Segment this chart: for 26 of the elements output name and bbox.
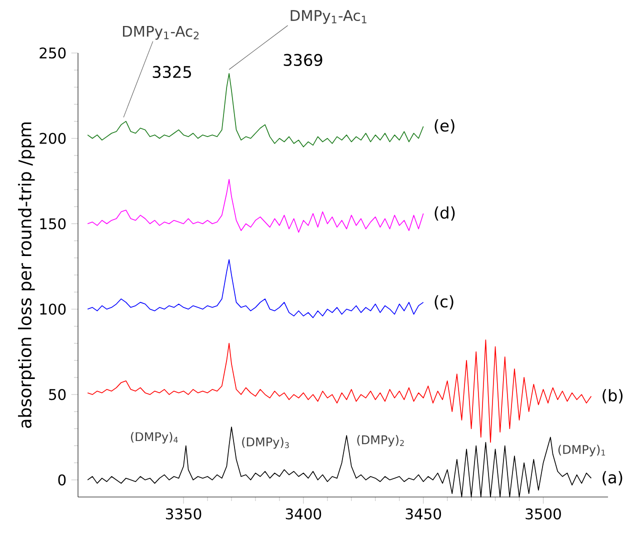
series-label: (e) (434, 119, 454, 134)
line-series (87, 259, 424, 318)
series-label: (b) (602, 389, 623, 404)
annotation: 3369 (284, 54, 322, 66)
y-tick-label: 50 (49, 388, 66, 400)
annotation: DMPy$_{1}$-Ac$_{2}$ (123, 26, 199, 40)
series-label: (d) (434, 206, 455, 221)
y-tick-label: 200 (40, 132, 66, 144)
x-tick-label: 3400 (286, 508, 322, 520)
annotation: DMPy$_{1}$-Ac$_{1}$ (290, 10, 366, 24)
annotation: (DMPy)$_{4}$ (130, 432, 178, 444)
series-label: (a) (602, 471, 622, 486)
y-tick-label: 150 (40, 218, 66, 230)
line-series (87, 178, 424, 233)
annotation: 3325 (152, 66, 191, 78)
y-axis-title: absorption loss per round-trip /ppm (18, 122, 35, 428)
x-tick-label: 3500 (526, 508, 561, 520)
annotation: (DMPy)$_{1}$ (558, 444, 606, 456)
annotation: (DMPy)$_{3}$ (242, 437, 289, 449)
series-label: (c) (434, 295, 454, 310)
annotation: (DMPy)$_{2}$ (357, 435, 404, 447)
y-tick-label: 0 (58, 474, 66, 486)
x-tick-label: 3350 (166, 508, 202, 520)
x-tick-label: 3450 (406, 508, 442, 520)
y-tick-label: 100 (40, 304, 66, 315)
y-tick-label: 250 (40, 47, 66, 59)
